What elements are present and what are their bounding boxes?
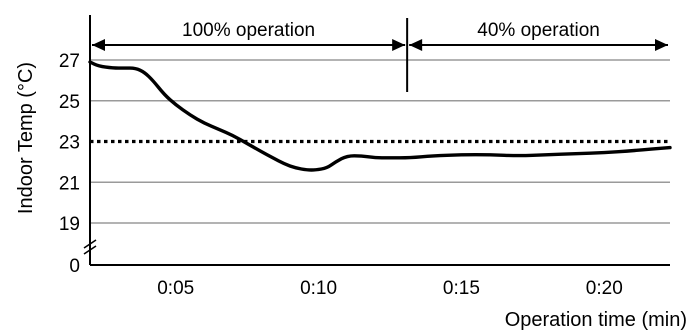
series-line-0 xyxy=(88,60,672,172)
x-axis-title: Operation time (min) xyxy=(505,309,687,331)
arrowhead-left xyxy=(409,39,423,51)
y-axis-title: Indoor Temp (°C) xyxy=(15,62,37,214)
axes xyxy=(83,15,670,266)
series-layer xyxy=(88,60,672,172)
y-tick-labels: 27 25 23 21 19 0 xyxy=(59,51,80,277)
axis-break-mark xyxy=(83,239,97,249)
y-tick-label: 21 xyxy=(59,173,80,194)
y-tick-label: 19 xyxy=(59,214,80,235)
phase-annotations: 100% operation 40% operation xyxy=(92,18,668,92)
x-tick-labels: 0:05 0:10 0:15 0:20 xyxy=(157,278,623,299)
gridlines xyxy=(90,59,670,224)
arrowhead-right xyxy=(392,39,406,51)
y-tick-label: 0 xyxy=(69,256,80,277)
y-tick-label: 23 xyxy=(59,133,80,154)
axis-break-mark xyxy=(83,245,97,255)
phase-label: 100% operation xyxy=(182,20,315,41)
x-tick-label: 0:20 xyxy=(586,278,623,299)
x-tick-label: 0:10 xyxy=(300,278,337,299)
y-tick-label: 27 xyxy=(59,51,80,72)
arrowhead-left xyxy=(92,39,105,51)
y-tick-label: 25 xyxy=(59,92,80,113)
x-tick-label: 0:15 xyxy=(443,278,480,299)
arrowhead-right xyxy=(655,39,668,51)
phase-label: 40% operation xyxy=(477,20,600,41)
x-tick-label: 0:05 xyxy=(157,278,194,299)
